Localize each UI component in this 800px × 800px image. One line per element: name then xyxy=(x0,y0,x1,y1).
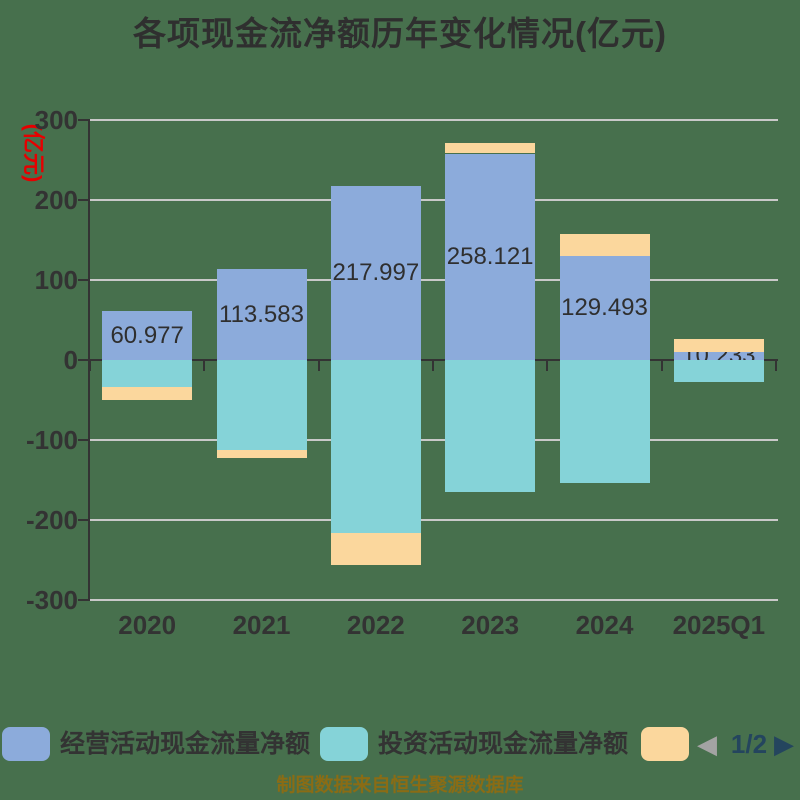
gridline xyxy=(90,279,778,281)
bar-value-label: 129.493 xyxy=(561,294,648,322)
bar-2021-segment-1 xyxy=(216,360,307,450)
bar-2024-segment-0: 129.493 xyxy=(559,256,650,360)
x-axis-label: 2025Q1 xyxy=(672,610,766,640)
gridline xyxy=(90,199,778,201)
x-axis-label: 2023 xyxy=(461,610,520,640)
y-axis-tick-label: -100 xyxy=(25,425,78,455)
x-axis-label: 2021 xyxy=(232,610,291,640)
bar-2024-segment-1 xyxy=(559,360,650,484)
bar-2025Q1-segment-1 xyxy=(673,360,764,382)
x-axis-tick xyxy=(317,360,320,371)
y-axis-tick-label: -300 xyxy=(25,585,78,615)
zero-axis-line xyxy=(90,359,778,361)
legend-page-indicator: 1/2 xyxy=(730,729,768,759)
legend-next-page-icon[interactable]: ▶ xyxy=(774,729,794,759)
bar-2022-segment-1 xyxy=(330,360,421,533)
bar-2024-segment-2 xyxy=(559,234,650,257)
y-axis-tick xyxy=(78,519,90,521)
x-axis-tick xyxy=(660,360,663,371)
legend-prev-page-icon[interactable]: ◀ xyxy=(697,729,717,759)
bar-2022-segment-0: 217.997 xyxy=(330,185,421,360)
gridline xyxy=(90,599,778,601)
legend-label-operating: 经营活动现金流量净额 xyxy=(60,730,311,758)
y-axis-tick xyxy=(78,199,90,201)
x-axis-tick xyxy=(89,360,91,371)
gridline xyxy=(90,119,778,121)
bar-value-label: 10.233 xyxy=(682,352,755,360)
legend-label-investing: 投资活动现金流量净额 xyxy=(378,730,629,758)
bar-2020-segment-0: 60.977 xyxy=(102,311,193,360)
bar-2023-segment-0: 258.121 xyxy=(445,153,536,360)
legend-swatch-financing xyxy=(641,727,689,761)
footer-credit: 制图数据来自恒生聚源数据库 xyxy=(276,775,524,796)
chart-title: 各项现金流净额历年变化情况(亿元) xyxy=(133,15,667,52)
x-axis-label: 2020 xyxy=(118,610,177,640)
y-axis-tick xyxy=(78,279,90,281)
bar-2021-segment-2 xyxy=(216,449,307,459)
bar-2022-segment-2 xyxy=(330,532,421,565)
legend-swatch-operating xyxy=(2,727,50,761)
y-axis-tick xyxy=(78,439,90,441)
y-axis-tick xyxy=(78,119,90,121)
bar-value-label: 217.997 xyxy=(332,258,420,286)
y-axis-tick-label: 100 xyxy=(34,265,78,295)
bar-2025Q1-segment-0: 10.233 xyxy=(673,351,764,360)
legend: 经营活动现金流量净额 投资活动现金流量净额 ◀ 1/2 ▶ xyxy=(0,724,800,764)
x-axis-tick xyxy=(432,360,434,371)
bar-2021-segment-0: 113.583 xyxy=(216,269,307,360)
y-axis-tick-label: -200 xyxy=(25,505,78,535)
x-axis-label: 2024 xyxy=(575,610,634,640)
gridline xyxy=(90,439,778,441)
bar-value-label: 113.583 xyxy=(219,300,304,328)
y-axis-tick-label: 0 xyxy=(63,345,78,375)
y-axis-tick-label: 200 xyxy=(34,185,78,215)
bar-value-label: 60.977 xyxy=(110,321,184,349)
legend-swatch-investing xyxy=(320,727,368,761)
y-axis-tick xyxy=(78,359,90,361)
bar-2023-segment-2 xyxy=(445,143,536,154)
y-axis-tick-label: 300 xyxy=(34,105,78,135)
bar-2025Q1-segment-2 xyxy=(673,339,764,352)
x-axis-label: 2022 xyxy=(346,610,405,640)
x-axis-tick xyxy=(203,360,206,371)
y-axis-tick xyxy=(78,599,90,601)
x-axis-tick xyxy=(775,360,777,371)
bar-2020-segment-2 xyxy=(102,387,193,400)
bar-2023-segment-1 xyxy=(445,360,536,492)
bar-2020-segment-1 xyxy=(102,360,193,388)
x-axis-tick xyxy=(546,360,549,371)
bar-value-label: 258.121 xyxy=(446,242,534,270)
gridline xyxy=(90,519,778,521)
